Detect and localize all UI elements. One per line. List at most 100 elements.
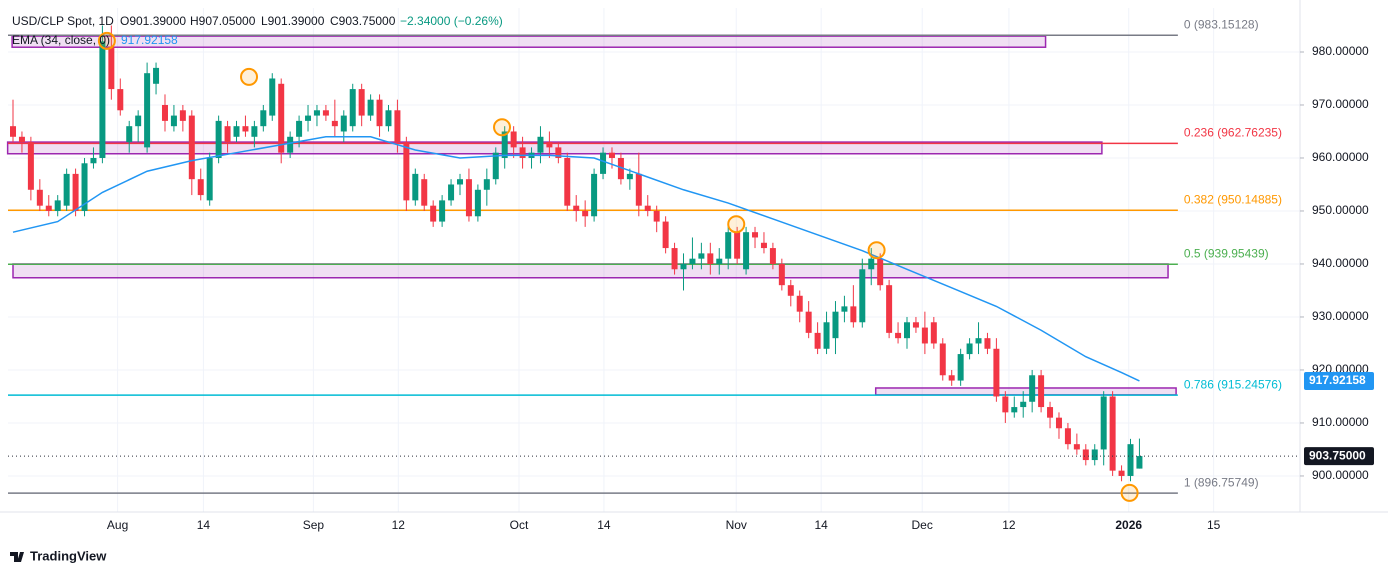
fib-label: 0 (983.15128) — [1184, 17, 1259, 31]
candle-body — [1127, 444, 1134, 476]
candle-body — [448, 184, 455, 201]
marker — [97, 31, 116, 50]
candle-body — [242, 126, 249, 132]
candle-body — [537, 136, 544, 153]
candle-body — [600, 152, 607, 174]
candle-body — [859, 269, 866, 323]
candle-body — [296, 120, 303, 137]
candle-body — [948, 375, 955, 381]
candle-body — [555, 147, 562, 158]
candle-body — [823, 322, 830, 349]
candle-body — [394, 110, 401, 143]
y-tick-label: 950.00000 — [1312, 203, 1369, 217]
candle-body — [108, 46, 115, 90]
ohlc-low: L901.39000 — [261, 14, 325, 28]
candle-body — [313, 110, 320, 116]
plot-area: 0 (983.15128) 0.236 (962.76235) 0.382 (950… — [6, 8, 1300, 512]
candle-body — [367, 99, 374, 116]
candle-body — [734, 232, 741, 259]
candle-body — [63, 173, 70, 206]
candle-body — [1100, 396, 1107, 450]
candle-body — [1136, 456, 1143, 469]
candle-body — [483, 179, 490, 190]
candle-body — [1029, 375, 1036, 402]
candle-body — [27, 142, 34, 190]
candle-body — [305, 115, 312, 121]
candle-body — [224, 126, 231, 143]
candle-body — [1047, 407, 1054, 418]
candle-body — [519, 147, 526, 158]
fib-label: 0.236 (962.76235) — [1184, 126, 1282, 140]
candle-body — [1020, 401, 1027, 408]
candle-body — [126, 126, 133, 143]
marker — [1120, 483, 1139, 502]
fib-label: 1 (896.75749) — [1184, 475, 1259, 489]
candle-body — [886, 285, 893, 333]
marker — [493, 118, 512, 137]
candle-body — [403, 142, 410, 201]
candle-body — [412, 173, 419, 201]
candle-body — [841, 306, 848, 312]
candle-body — [975, 338, 982, 344]
candle-body — [644, 205, 651, 211]
candle-body — [269, 78, 276, 116]
fib-label: 0.382 (950.14885) — [1184, 192, 1282, 206]
candle-body — [358, 89, 365, 116]
candle-body — [349, 89, 356, 127]
candle-body — [877, 258, 884, 286]
candle-body — [1091, 449, 1098, 461]
brand: TradingView — [30, 548, 107, 563]
candle-body — [707, 253, 714, 264]
ema-badge-label: 917.92158 — [1309, 373, 1366, 387]
candle-body — [582, 210, 589, 217]
candle-body — [72, 173, 79, 211]
candle-body — [144, 73, 151, 148]
candle-body — [322, 110, 329, 116]
y-tick-label: 930.00000 — [1312, 309, 1369, 323]
candle-body — [1002, 396, 1009, 413]
candle-body — [206, 157, 213, 201]
candle-body — [90, 157, 97, 164]
candle-body — [492, 152, 499, 180]
x-tick-label: 12 — [1002, 518, 1016, 532]
x-tick-label: 14 — [597, 518, 611, 532]
candle-body — [930, 322, 937, 344]
candle-body — [188, 115, 195, 180]
candle-body — [904, 322, 911, 339]
candle-body — [197, 179, 204, 196]
candle-body — [921, 327, 928, 344]
candle-body — [385, 110, 392, 127]
candle-body — [993, 348, 1000, 397]
candle-body — [769, 248, 776, 264]
candle-body — [430, 205, 437, 222]
candle-body — [939, 343, 946, 376]
x-tick-label: 2026 — [1115, 518, 1142, 532]
ema-badge — [1304, 371, 1374, 390]
indicator-name: EMA (34, close, 0) — [12, 33, 110, 47]
candle-body — [671, 248, 678, 270]
candle-body — [260, 110, 267, 127]
candle-body — [832, 311, 839, 339]
candle-body — [626, 173, 633, 180]
candle-body — [743, 232, 750, 270]
y-tick-label: 910.00000 — [1312, 415, 1369, 429]
x-tick-label: Sep — [303, 518, 325, 532]
marker — [867, 241, 886, 260]
x-tick-label: 14 — [197, 518, 211, 532]
candle-body — [617, 157, 624, 180]
candle-body — [99, 41, 106, 158]
ohlc-change: −2.34000 (−0.26%) — [400, 14, 503, 28]
candle-body — [1109, 396, 1116, 471]
candle-body — [591, 173, 598, 217]
candle-body — [251, 126, 258, 137]
y-tick-label: 940.00000 — [1312, 256, 1369, 270]
y-tick-label: 960.00000 — [1312, 150, 1369, 164]
candle-body — [698, 253, 705, 259]
candle-body — [984, 338, 991, 349]
candle-body — [760, 242, 767, 249]
candle-body — [787, 285, 794, 296]
candle-body — [501, 131, 508, 158]
zone — [12, 263, 1169, 279]
